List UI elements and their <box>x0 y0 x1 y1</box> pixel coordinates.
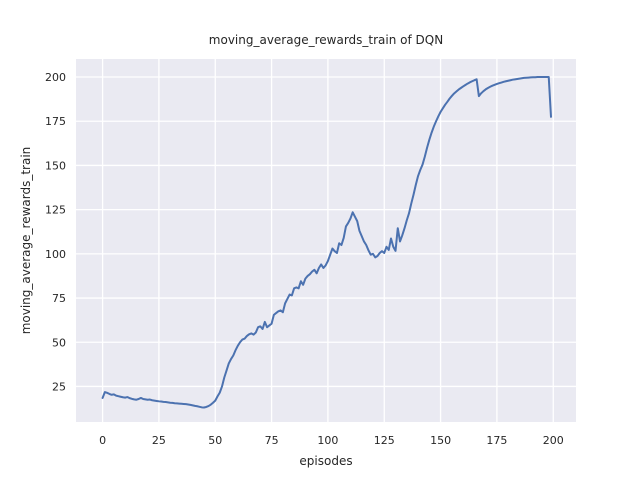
chart-title: moving_average_rewards_train of DQN <box>209 33 443 47</box>
y-tick-label: 200 <box>45 71 66 84</box>
data-line-moving_average_rewards_train <box>101 76 552 409</box>
y-axis-label: moving_average_rewards_train <box>19 147 33 335</box>
x-tick-label: 175 <box>486 434 507 447</box>
y-tick-label: 50 <box>52 336 66 349</box>
x-tick-label: 100 <box>317 434 338 447</box>
x-tick-label: 125 <box>374 434 395 447</box>
x-axis-label: episodes <box>299 454 352 468</box>
y-tick-label: 125 <box>45 204 66 217</box>
y-tick-label: 150 <box>45 159 66 172</box>
y-tick-label: 75 <box>52 292 66 305</box>
x-tick-label: 25 <box>152 434 166 447</box>
x-tick-label: 0 <box>99 434 106 447</box>
y-tick-label: 25 <box>52 380 66 393</box>
x-tick-label: 200 <box>543 434 564 447</box>
plot-group: 0 25 50 75 100 125 150 175 200 25 50 75 100 125 150 175… <box>45 59 576 447</box>
x-tick-label: 75 <box>265 434 279 447</box>
x-tick-label: 50 <box>208 434 222 447</box>
y-tick-label: 100 <box>45 248 66 261</box>
y-tick-label: 175 <box>45 115 66 128</box>
plot-area <box>76 59 576 422</box>
x-tick-label: 150 <box>430 434 451 447</box>
